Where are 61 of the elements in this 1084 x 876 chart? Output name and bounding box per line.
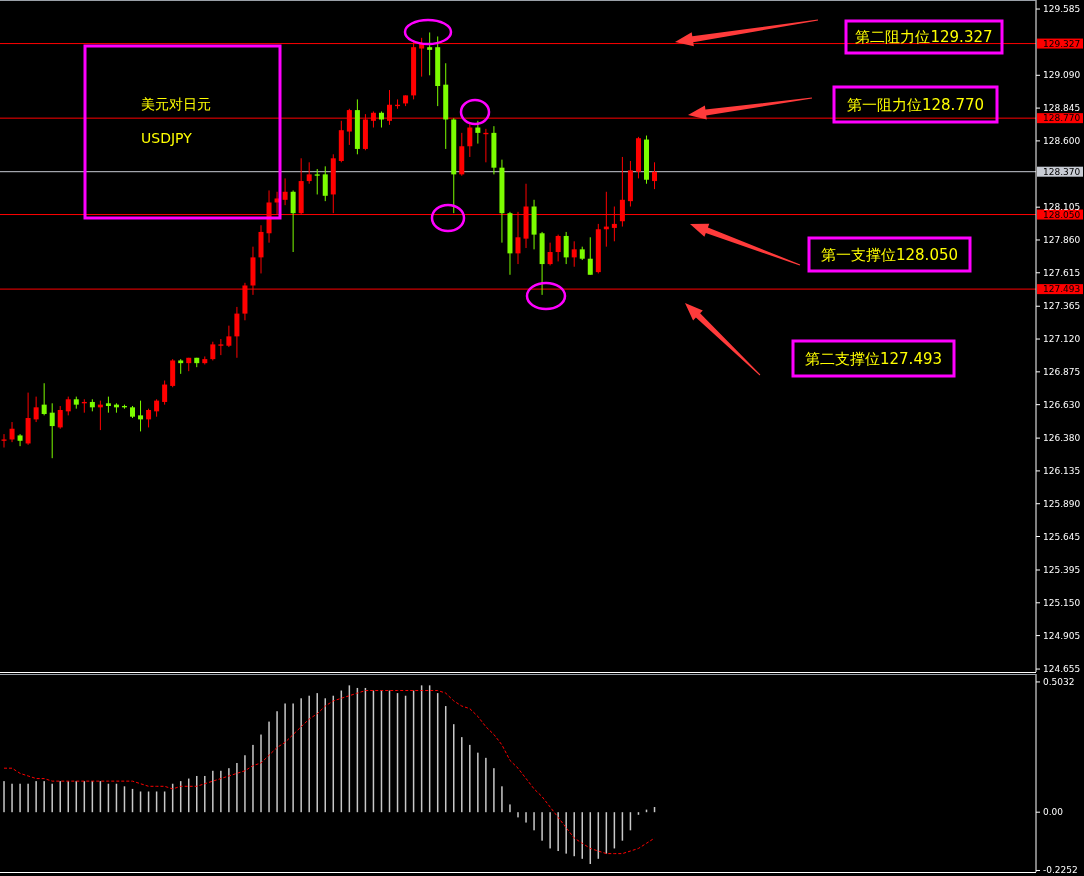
candlestick [65,396,71,416]
y-tick-label: 126.135 [1043,465,1081,476]
candlestick [571,240,577,268]
candlestick [33,396,39,423]
candlestick [210,341,216,361]
y-tick-label: 0.00 [1043,807,1064,818]
y-tick-label: 0.5032 [1043,676,1075,687]
annotation: 第一阻力位128.770 [846,95,985,114]
y-tick-label: 124.655 [1043,664,1081,675]
line-series [3,690,656,855]
candlestick [162,380,168,406]
y-tick-label: 127.365 [1043,301,1081,312]
y-tick-label: 127.615 [1043,267,1081,278]
y-tick-label: 129.585 [1043,4,1081,15]
ref-line-label: 129.327 [1043,38,1081,49]
candlestick [306,161,312,185]
candlestick [652,161,658,190]
candlestick [17,433,23,447]
y-tick-label: 129.090 [1043,70,1081,81]
candlestick [587,236,593,276]
y-tick-label: 125.395 [1043,564,1081,575]
text: 美元对日元 [141,96,211,112]
y-tick-label: 126.630 [1043,399,1081,410]
y-tick-label: 128.600 [1043,135,1081,146]
candlestick [314,168,320,195]
y-tick-label: 124.905 [1043,630,1081,641]
candlestick [226,325,232,348]
candlestick [57,405,63,430]
candlestick [138,400,144,432]
y-tick-label: 126.380 [1043,433,1081,444]
annotation: 第二阻力位129.327 [855,28,993,46]
candlestick [427,31,433,76]
y-tick-label: 126.875 [1043,366,1081,377]
candlestick [49,402,55,459]
y-tick-label: 125.890 [1043,498,1081,509]
ref-line-label: 127.493 [1043,284,1081,295]
text: USDJPY [141,130,193,146]
candlestick [9,421,15,443]
y-tick-label: 127.120 [1043,334,1081,345]
candlestick [563,231,569,265]
candlestick [290,189,296,253]
annotation: 第一支撑位128.050 [820,245,959,264]
candlestick [282,177,288,206]
y-tick-label: 125.150 [1043,597,1081,608]
candlestick [234,306,240,359]
y-tick-label: -0.2252 [1043,865,1078,876]
candlestick [1,433,7,448]
ref-line-label: 128.370 [1043,166,1081,177]
candlestick [467,123,473,158]
candlestick [475,120,481,145]
y-tick-label: 125.645 [1043,531,1081,542]
ref-line-label: 128.770 [1043,113,1081,124]
candlestick [322,165,328,202]
candlestick [41,382,47,416]
candlestick [547,242,553,266]
annotation: 第二支撑位127.493 [804,349,943,368]
y-tick-label: 127.860 [1043,234,1081,245]
candlestick [146,408,152,428]
candlestick [218,338,224,356]
candlestick [555,234,561,262]
y-tick-label: 128.845 [1043,103,1081,114]
